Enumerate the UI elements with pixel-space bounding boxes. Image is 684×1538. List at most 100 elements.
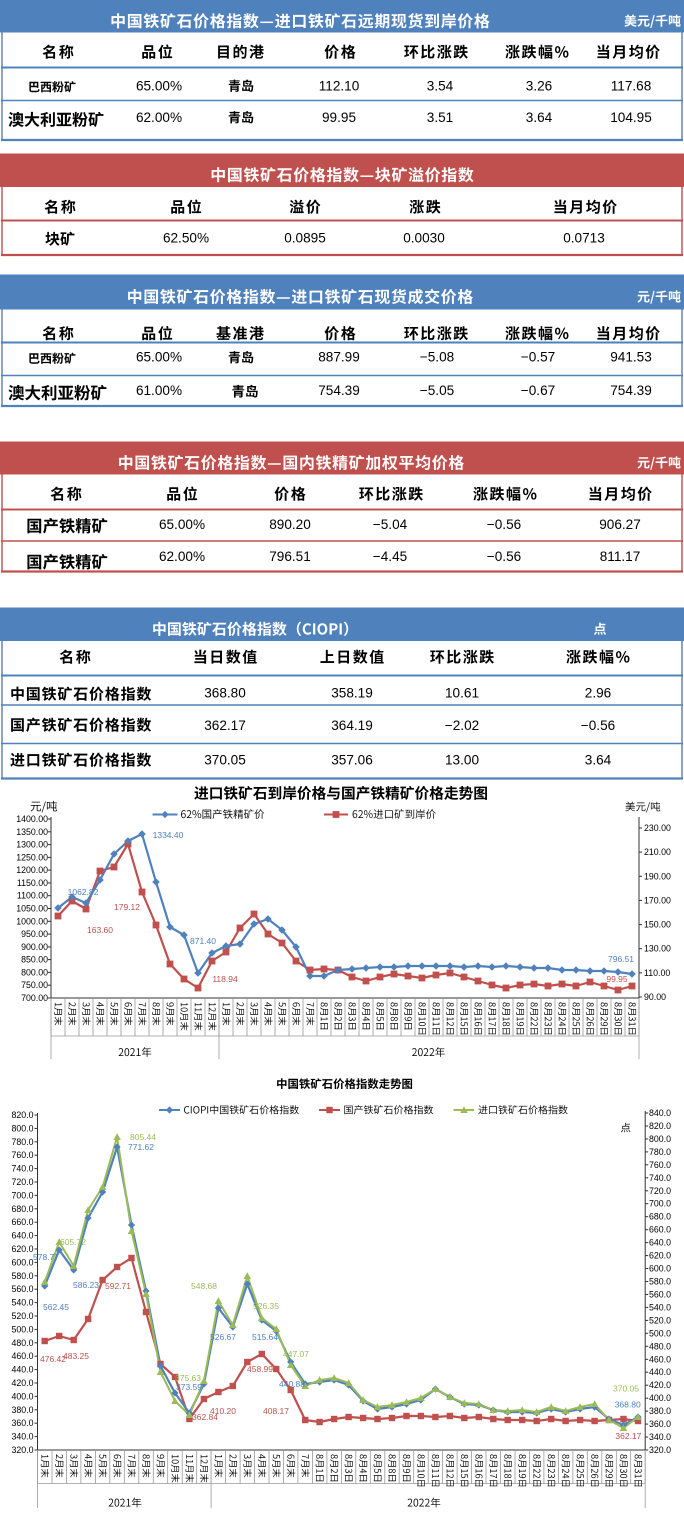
svg-text:420.0: 420.0: [649, 1380, 671, 1390]
svg-text:700.0: 700.0: [11, 1190, 33, 1200]
svg-text:0.0895: 0.0895: [284, 231, 326, 246]
svg-text:163.60: 163.60: [87, 925, 113, 935]
svg-text:447.07: 447.07: [283, 1349, 309, 1359]
svg-text:364.19: 364.19: [331, 718, 373, 733]
svg-text:480.0: 480.0: [11, 1338, 33, 1348]
svg-text:3.54: 3.54: [427, 78, 454, 93]
svg-text:600.0: 600.0: [649, 1264, 671, 1274]
svg-text:740.0: 740.0: [11, 1164, 33, 1174]
svg-text:720.0: 720.0: [11, 1177, 33, 1187]
svg-text:61.00%: 61.00%: [136, 383, 182, 398]
svg-text:580.0: 580.0: [649, 1277, 671, 1287]
svg-text:640.0: 640.0: [11, 1231, 33, 1241]
svg-text:368.80: 368.80: [615, 1399, 641, 1409]
svg-text:800.0: 800.0: [11, 1123, 33, 1133]
svg-text:1100.00: 1100.00: [17, 891, 48, 901]
svg-text:−0.56: −0.56: [487, 517, 521, 532]
svg-text:362.17: 362.17: [615, 1431, 641, 1441]
svg-text:65.00%: 65.00%: [136, 78, 182, 93]
svg-text:362.17: 362.17: [204, 718, 246, 733]
svg-text:150.00: 150.00: [644, 920, 671, 930]
svg-text:660.0: 660.0: [11, 1217, 33, 1227]
svg-text:620.0: 620.0: [649, 1251, 671, 1261]
svg-text:586.23: 586.23: [73, 1280, 99, 1290]
svg-text:941.53: 941.53: [610, 350, 652, 365]
svg-text:600.0: 600.0: [11, 1257, 33, 1267]
svg-text:210.00: 210.00: [644, 847, 671, 857]
svg-text:130.00: 130.00: [644, 944, 671, 954]
svg-text:771.62: 771.62: [128, 1142, 154, 1152]
svg-text:520.0: 520.0: [649, 1315, 671, 1325]
svg-text:117.68: 117.68: [611, 78, 652, 93]
svg-text:360.0: 360.0: [11, 1418, 33, 1428]
svg-text:375.63: 375.63: [175, 1373, 201, 1383]
svg-text:170.00: 170.00: [644, 895, 671, 905]
svg-text:112.10: 112.10: [319, 78, 360, 93]
svg-text:−5.08: −5.08: [420, 350, 454, 365]
svg-text:362.84: 362.84: [192, 1412, 218, 1422]
svg-text:−2.02: −2.02: [445, 718, 479, 733]
svg-text:2.96: 2.96: [585, 686, 611, 701]
svg-text:373.59: 373.59: [176, 1382, 202, 1392]
svg-text:62.00%: 62.00%: [159, 549, 205, 564]
svg-text:840.0: 840.0: [649, 1108, 671, 1118]
svg-text:408.17: 408.17: [263, 1406, 289, 1416]
svg-text:380.0: 380.0: [11, 1405, 33, 1415]
svg-text:3.64: 3.64: [526, 110, 553, 125]
svg-text:1300.00: 1300.00: [16, 840, 48, 850]
svg-text:410.20: 410.20: [210, 1406, 236, 1416]
svg-text:0.0713: 0.0713: [563, 231, 605, 246]
svg-text:420.0: 420.0: [11, 1378, 33, 1388]
svg-text:754.39: 754.39: [610, 383, 652, 398]
svg-text:700.00: 700.00: [21, 993, 48, 1003]
svg-text:118.94: 118.94: [212, 974, 238, 984]
svg-text:562.45: 562.45: [43, 1302, 69, 1312]
svg-text:358.19: 358.19: [331, 686, 373, 701]
svg-text:340.0: 340.0: [649, 1432, 671, 1442]
svg-text:458.99: 458.99: [247, 1364, 273, 1374]
svg-text:660.0: 660.0: [649, 1225, 671, 1235]
svg-text:780.0: 780.0: [11, 1137, 33, 1147]
svg-text:1334.40: 1334.40: [153, 830, 184, 840]
svg-text:368.80: 368.80: [204, 686, 246, 701]
svg-text:950.00: 950.00: [21, 929, 48, 939]
svg-text:380.0: 380.0: [649, 1406, 671, 1416]
svg-text:526.35: 526.35: [253, 1301, 279, 1311]
svg-text:320.0: 320.0: [11, 1445, 33, 1455]
svg-text:500.0: 500.0: [11, 1324, 33, 1334]
svg-text:370.05: 370.05: [204, 753, 246, 768]
svg-text:740.0: 740.0: [649, 1173, 671, 1183]
svg-text:750.00: 750.00: [21, 980, 48, 990]
svg-text:99.95: 99.95: [322, 110, 356, 125]
svg-text:110.00: 110.00: [644, 968, 670, 978]
svg-text:760.0: 760.0: [11, 1150, 33, 1160]
svg-text:460.0: 460.0: [649, 1354, 671, 1364]
svg-text:796.51: 796.51: [608, 954, 634, 964]
svg-text:1350.00: 1350.00: [16, 827, 48, 837]
svg-text:871.40: 871.40: [190, 936, 216, 946]
svg-text:65.00%: 65.00%: [159, 517, 205, 532]
svg-text:526.67: 526.67: [210, 1332, 236, 1342]
svg-text:440.0: 440.0: [649, 1367, 671, 1377]
svg-text:1200.00: 1200.00: [16, 865, 48, 875]
svg-text:−5.04: −5.04: [373, 517, 408, 532]
svg-text:820.0: 820.0: [649, 1121, 671, 1131]
svg-text:780.0: 780.0: [649, 1147, 671, 1157]
svg-text:700.0: 700.0: [649, 1199, 671, 1209]
svg-text:850.00: 850.00: [21, 955, 48, 965]
svg-text:−0.67: −0.67: [521, 383, 555, 398]
svg-text:580.0: 580.0: [11, 1271, 33, 1281]
svg-text:805.44: 805.44: [130, 1132, 156, 1142]
svg-text:230.00: 230.00: [644, 823, 671, 833]
svg-text:906.27: 906.27: [599, 517, 641, 532]
svg-text:483.25: 483.25: [63, 1351, 89, 1361]
svg-text:62.00%: 62.00%: [136, 110, 182, 125]
svg-text:340.0: 340.0: [11, 1432, 33, 1442]
svg-text:540.0: 540.0: [649, 1302, 671, 1312]
svg-text:1000.00: 1000.00: [16, 916, 48, 926]
svg-text:754.39: 754.39: [318, 383, 360, 398]
svg-text:3.64: 3.64: [585, 753, 612, 768]
svg-text:820.0: 820.0: [11, 1110, 33, 1120]
svg-text:548.68: 548.68: [191, 1281, 217, 1291]
svg-text:179.12: 179.12: [114, 902, 140, 912]
